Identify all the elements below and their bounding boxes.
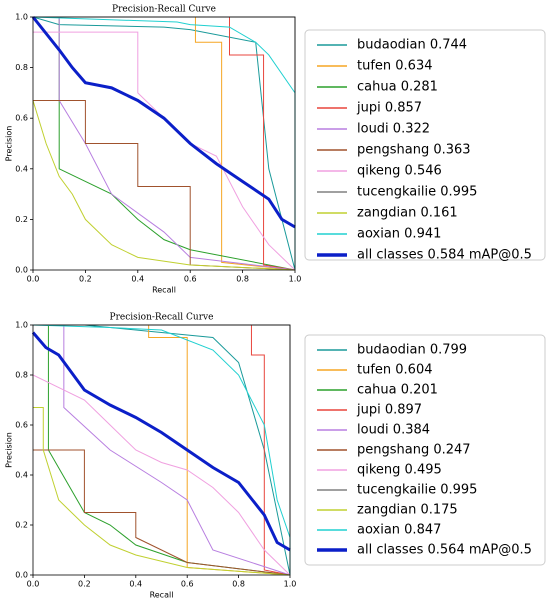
pr-curve <box>31 331 291 552</box>
legend-label: jupi 0.897 <box>356 403 422 418</box>
legend-label: cahua 0.281 <box>357 80 438 95</box>
plot-frame <box>32 16 296 271</box>
plot-frame <box>32 324 291 576</box>
y-tick-label: 1.0 <box>15 321 28 330</box>
legend-label: all classes 0.564 mAP@0.5 <box>357 543 532 558</box>
x-tick-label: 0.0 <box>27 275 40 284</box>
legend-label: tufen 0.604 <box>357 363 433 378</box>
legend-label: all classes 0.584 mAP@0.5 <box>357 248 532 263</box>
legend-label: aoxian 0.847 <box>357 523 441 538</box>
y-tick-label: 0.2 <box>15 521 28 530</box>
legend-label: tucengkailie 0.995 <box>357 185 477 200</box>
y-tick-label: 0.6 <box>15 114 28 123</box>
chart-title: Precision-Recall Curve <box>112 5 216 15</box>
pr-curve <box>32 16 296 270</box>
legend-label: pengshang 0.247 <box>357 443 471 458</box>
legend-label: tufen 0.634 <box>357 59 433 74</box>
y-tick-label: 0.2 <box>15 215 28 224</box>
pr-curve <box>32 100 296 271</box>
x-tick-label: 0.2 <box>78 580 91 589</box>
pr-curve <box>33 407 291 576</box>
legend-label: loudi 0.322 <box>357 122 430 137</box>
legend-label: pengshang 0.363 <box>357 143 471 158</box>
x-tick-label: 1.0 <box>289 275 302 284</box>
x-tick-label: 0.6 <box>184 275 197 284</box>
pr-curve <box>33 449 291 576</box>
y-tick-label: 0.8 <box>15 63 28 72</box>
legend-label: loudi 0.384 <box>357 423 430 438</box>
legend-label: zangdian 0.175 <box>357 503 458 518</box>
legend-label: budaodian 0.799 <box>357 343 467 358</box>
y-tick-label: 0.0 <box>15 266 28 275</box>
x-tick-label: 1.0 <box>284 580 297 589</box>
chart-title: Precision-Recall Curve <box>110 313 214 323</box>
x-tick-label: 0.4 <box>129 580 142 589</box>
x-tick-label: 0.2 <box>79 275 92 284</box>
x-tick-label: 0.4 <box>131 275 144 284</box>
legend-label: jupi 0.857 <box>356 101 422 116</box>
y-tick-label: 0.0 <box>15 571 28 580</box>
legend-label: qikeng 0.546 <box>357 164 442 179</box>
legend-label: zangdian 0.161 <box>357 206 458 221</box>
x-tick-label: 0.0 <box>27 580 40 589</box>
y-tick-label: 0.8 <box>15 371 28 380</box>
pr-curve <box>33 324 291 576</box>
legend-label: tucengkailie 0.995 <box>357 483 477 498</box>
pr-curve <box>32 374 291 576</box>
legend-label: budaodian 0.744 <box>357 38 467 53</box>
x-tick-label: 0.8 <box>232 580 245 589</box>
y-tick-label: 0.4 <box>15 471 28 480</box>
legend-box <box>304 334 546 566</box>
pr-curve <box>33 16 296 271</box>
legend-label: aoxian 0.941 <box>357 227 441 242</box>
x-tick-label: 0.6 <box>181 580 194 589</box>
legend-label: qikeng 0.495 <box>357 463 442 478</box>
x-tick-label: 0.8 <box>236 275 249 284</box>
legend-label: cahua 0.201 <box>357 383 438 398</box>
pr-curve <box>32 324 291 575</box>
y-axis-label: Precision <box>5 432 14 468</box>
y-tick-label: 1.0 <box>15 13 28 22</box>
y-tick-label: 0.6 <box>15 421 28 430</box>
y-axis-label: Precision <box>5 126 14 162</box>
legend-box <box>304 29 546 261</box>
pr-curve <box>33 99 296 271</box>
pr-curve <box>33 324 291 576</box>
x-axis-label: Recall <box>150 591 174 600</box>
x-axis-label: Recall <box>152 286 176 295</box>
y-tick-label: 0.4 <box>15 164 28 173</box>
pr-curve <box>31 16 296 229</box>
